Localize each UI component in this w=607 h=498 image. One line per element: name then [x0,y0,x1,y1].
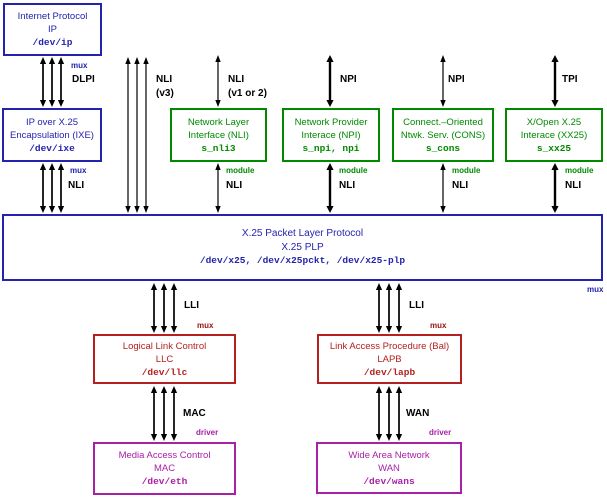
label-module-nli: module [226,166,255,175]
box-network-provider-interface: Network Provider Interace (NPI) s_npi, n… [282,108,380,162]
label-mux-ixe-plp: mux [70,166,87,175]
label-nli-below-nli: NLI [226,180,243,191]
box-internet-protocol-device: /dev/ip [32,37,73,48]
box-connection-oriented-service: Connect.–Oriented Ntwk. Serv. (CONS) s_c… [392,108,494,162]
label-mux-llc: mux [197,321,214,330]
box-plp-title: X.25 Packet Layer Protocol [241,228,364,240]
box-wan-device: /dev/wans [363,475,415,487]
box-lapb-title: Link Access Procedure (Bal) [329,340,450,352]
label-driver-wan: driver [429,428,452,437]
box-lapb-abbr: LAPB [377,353,402,365]
label-mux-ip-ixe: mux [71,61,88,70]
box-plp-abbr: X.25 PLP [281,241,324,253]
label-wan-interface: WAN [406,408,430,419]
box-llc-title: Logical Link Control [122,340,207,352]
box-xx25-subtitle: Interace (XX25) [520,129,588,141]
box-cons-device: s_cons [425,142,461,154]
box-npi-device: s_npi, npi [302,142,360,154]
box-media-access-control: Media Access Control MAC /dev/eth [93,442,236,495]
box-cons-subtitle: Ntwk. Serv. (CONS) [400,129,486,141]
box-ip-over-x25-title: IP over X.25 [25,116,79,128]
label-nli-below-cons: NLI [452,180,469,191]
box-mac-device: /dev/eth [141,476,188,487]
box-npi-subtitle: Interace (NPI) [301,129,361,141]
box-xopen-x25-interface: X/Open X.25 Interace (XX25) s_xx25 [505,108,603,162]
box-wide-area-network: Wide Area Network WAN /dev/wans [316,442,462,494]
box-ip-over-x25-device: /dev/ixe [29,142,75,154]
label-nli-v3: NLI [156,74,173,85]
box-internet-protocol-title: Internet Protocol [17,11,88,22]
box-xx25-device: s_xx25 [536,142,572,154]
box-xx25-title: X/Open X.25 [526,116,582,128]
box-lapb-device: /dev/lapb [363,366,416,378]
label-lli-llc: LLI [184,300,199,311]
label-module-xx25: module [565,166,594,175]
box-llc-abbr: LLC [155,353,174,365]
label-v3: (v3) [156,88,174,99]
label-module-npi: module [339,166,368,175]
box-link-access-procedure: Link Access Procedure (Bal) LAPB /dev/la… [317,334,462,384]
box-llc-device: /dev/llc [141,366,188,378]
box-x25-packet-layer-protocol: X.25 Packet Layer Protocol X.25 PLP /dev… [2,214,603,281]
box-nli-title: Network Layer [187,116,250,128]
label-mac-interface: MAC [183,408,206,419]
box-mac-abbr: MAC [153,463,176,474]
label-v1or2: (v1 or 2) [228,88,267,99]
label-npi-top-1: NPI [340,74,357,85]
label-npi-top-2: NPI [448,74,465,85]
label-nli-below-npi: NLI [339,180,356,191]
box-internet-protocol-abbr: IP [48,24,57,35]
box-mac-title: Media Access Control [118,450,211,461]
box-wan-title: Wide Area Network [348,449,430,461]
box-plp-devices: /dev/x25, /dev/x25pckt, /dev/x25-plp [199,255,406,267]
label-module-cons: module [452,166,481,175]
box-internet-protocol: Internet Protocol IP /dev/ip [3,3,102,56]
label-dlpi: DLPI [72,74,95,85]
box-npi-title: Network Provider [294,116,368,128]
box-nli-subtitle: Interface (NLI) [188,129,249,141]
box-cons-title: Connect.–Oriented [403,116,483,128]
box-logical-link-control: Logical Link Control LLC /dev/llc [93,334,236,384]
label-nli-below-xx25: NLI [565,180,582,191]
box-wan-abbr: WAN [378,462,400,474]
label-lli-lapb: LLI [409,300,424,311]
label-tpi-top: TPI [562,74,578,85]
label-mux-plp: mux [587,285,604,294]
box-nli-device: s_nli3 [201,142,236,154]
box-ip-over-x25-subtitle: Encapsulation (IXE) [10,129,94,141]
label-driver-mac: driver [196,428,219,437]
box-ip-over-x25: IP over X.25 Encapsulation (IXE) /dev/ix… [2,108,102,162]
label-mux-lapb: mux [430,321,447,330]
label-nli-v12: NLI [228,74,245,85]
box-network-layer-interface: Network Layer Interface (NLI) s_nli3 [170,108,267,162]
label-nli-ixe-plp: NLI [68,180,85,191]
